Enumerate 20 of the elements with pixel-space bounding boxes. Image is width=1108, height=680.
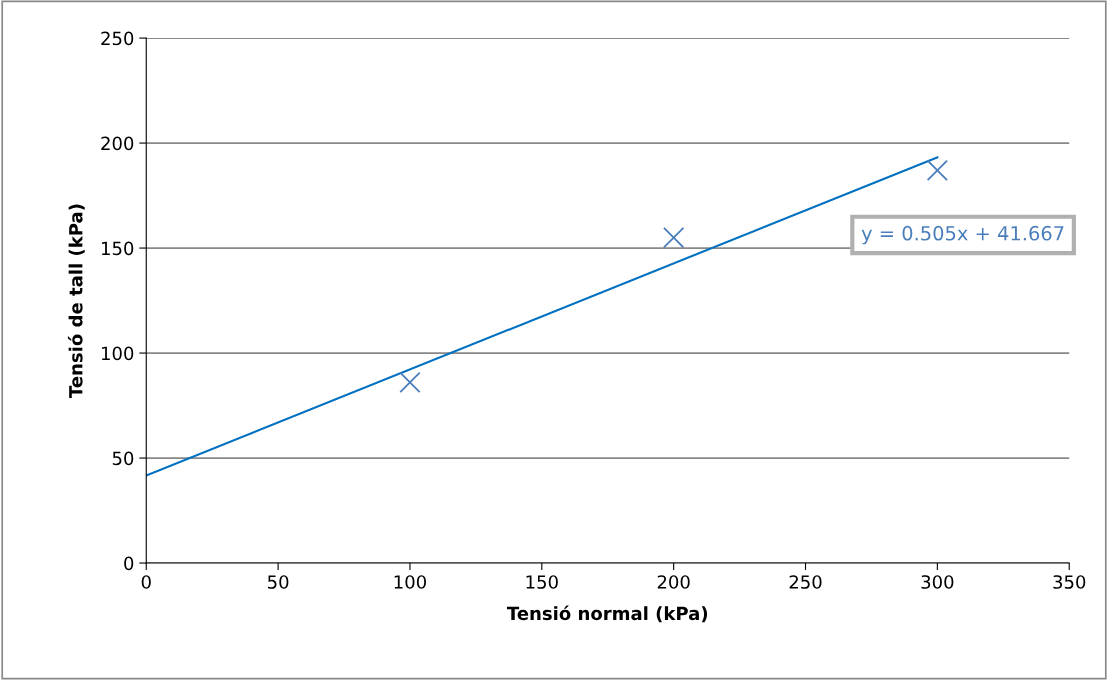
- x-tick-label: 250: [789, 575, 822, 589]
- y-tick-label: 150: [101, 241, 134, 256]
- y-tick-label: 50: [112, 451, 134, 466]
- x-tick-label: 200: [657, 575, 690, 589]
- point: [926, 159, 948, 181]
- point: [663, 226, 685, 249]
- x-tick-label: 0: [141, 575, 151, 589]
- y-tick-label: 0: [124, 556, 134, 571]
- x-tick-label: 300: [921, 575, 954, 589]
- annotation: y = 0.505x + 41.667: [861, 225, 1064, 245]
- x-axis-title: Tensió normal (kPa): [506, 605, 708, 623]
- x-tick-label: 150: [526, 575, 558, 589]
- x-tick-label: 50: [268, 575, 289, 589]
- x-tick-label: 350: [1053, 575, 1086, 589]
- point: [399, 371, 421, 394]
- x-tick-label: 100: [394, 575, 426, 589]
- y-axis-title: Tensió de tall (kPa): [67, 204, 85, 398]
- y-tick-label: 100: [101, 346, 134, 361]
- y-tick-label: 200: [101, 136, 134, 151]
- y-tick-label: 250: [101, 31, 134, 46]
